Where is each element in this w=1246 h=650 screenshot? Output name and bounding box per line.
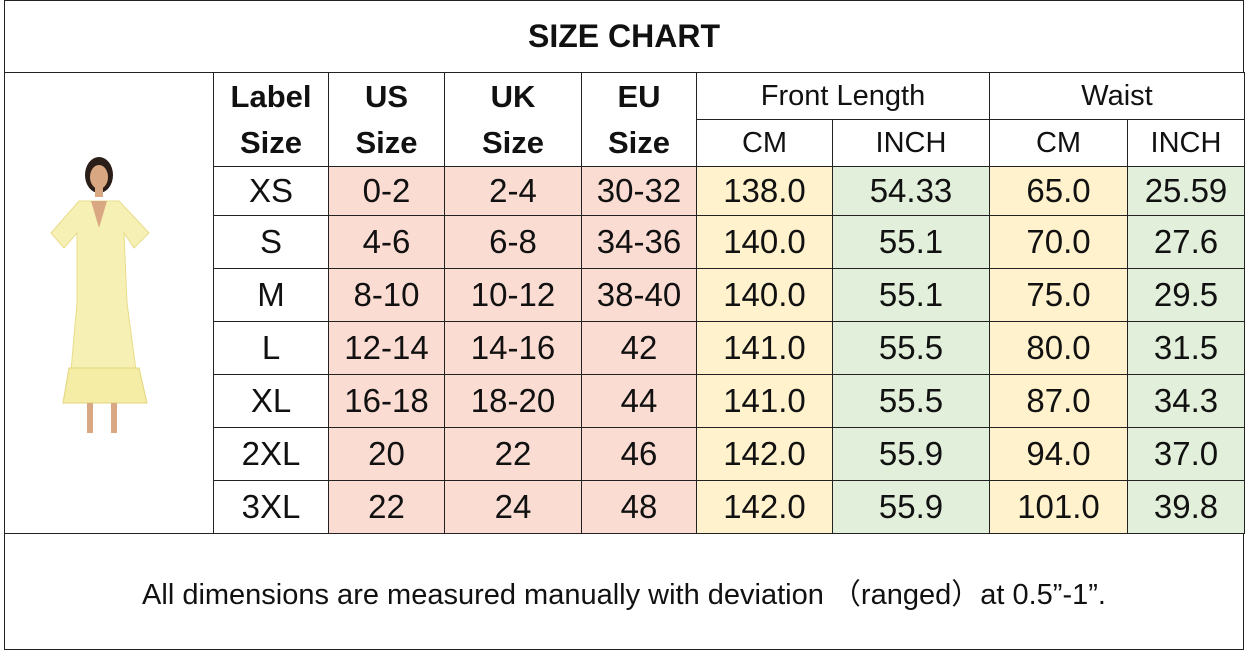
size-value: 42: [581, 321, 697, 375]
size-label: S: [213, 215, 329, 269]
size-value: 141.0: [696, 374, 833, 428]
size-value: 6-8: [444, 215, 582, 269]
size-value: 30-32: [581, 166, 697, 216]
size-label: M: [213, 268, 329, 322]
size-value: 14-16: [444, 321, 582, 375]
size-value: 27.6: [1127, 215, 1245, 269]
size-value: 0-2: [328, 166, 445, 216]
size-value: 44: [581, 374, 697, 428]
size-value: 4-6: [328, 215, 445, 269]
size-value: 22: [328, 480, 445, 534]
size-value: 70.0: [989, 215, 1128, 269]
size-value: 46: [581, 427, 697, 481]
title: SIZE CHART: [4, 0, 1244, 73]
size-value: 55.1: [832, 268, 990, 322]
column-header: US Size: [328, 72, 445, 167]
column-header: UK Size: [444, 72, 582, 167]
size-value: 16-18: [328, 374, 445, 428]
column-header: Label Size: [213, 72, 329, 167]
size-value: 10-12: [444, 268, 582, 322]
size-value: 55.9: [832, 427, 990, 481]
size-value: 142.0: [696, 427, 833, 481]
size-value: 55.1: [832, 215, 990, 269]
size-value: 25.59: [1127, 166, 1245, 216]
sub-header: INCH: [832, 119, 990, 167]
size-value: 39.8: [1127, 480, 1245, 534]
size-value: 80.0: [989, 321, 1128, 375]
size-label: XS: [213, 166, 329, 216]
size-value: 54.33: [832, 166, 990, 216]
size-value: 55.9: [832, 480, 990, 534]
size-label: 2XL: [213, 427, 329, 481]
group-header: Waist: [989, 72, 1245, 120]
size-value: 142.0: [696, 480, 833, 534]
size-value: 22: [444, 427, 582, 481]
size-value: 141.0: [696, 321, 833, 375]
size-value: 20: [328, 427, 445, 481]
product-image-cell: [4, 72, 214, 534]
size-value: 8-10: [328, 268, 445, 322]
column-header-text: EU Size: [607, 78, 671, 160]
sub-header: CM: [696, 119, 833, 167]
size-value: 18-20: [444, 374, 582, 428]
size-value: 29.5: [1127, 268, 1245, 322]
dress-photo: [50, 157, 150, 433]
size-value: 138.0: [696, 166, 833, 216]
size-value: 140.0: [696, 215, 833, 269]
size-label: 3XL: [213, 480, 329, 534]
note: All dimensions are measured manually wit…: [4, 533, 1244, 650]
column-header-text: US Size: [355, 78, 418, 160]
size-value: 48: [581, 480, 697, 534]
size-label: L: [213, 321, 329, 375]
size-value: 94.0: [989, 427, 1128, 481]
size-value: 75.0: [989, 268, 1128, 322]
column-header-text: UK Size: [481, 78, 545, 160]
group-header: Front Length: [696, 72, 990, 120]
size-value: 24: [444, 480, 582, 534]
size-value: 34.3: [1127, 374, 1245, 428]
sub-header: CM: [989, 119, 1128, 167]
size-value: 38-40: [581, 268, 697, 322]
size-value: 140.0: [696, 268, 833, 322]
size-value: 34-36: [581, 215, 697, 269]
size-value: 2-4: [444, 166, 582, 216]
column-header-text: Label Size: [230, 78, 312, 160]
size-value: 12-14: [328, 321, 445, 375]
size-value: 31.5: [1127, 321, 1245, 375]
sub-header: INCH: [1127, 119, 1245, 167]
size-value: 55.5: [832, 374, 990, 428]
size-label: XL: [213, 374, 329, 428]
size-value: 101.0: [989, 480, 1128, 534]
size-value: 65.0: [989, 166, 1128, 216]
size-value: 55.5: [832, 321, 990, 375]
size-value: 87.0: [989, 374, 1128, 428]
column-header: EU Size: [581, 72, 697, 167]
size-value: 37.0: [1127, 427, 1245, 481]
